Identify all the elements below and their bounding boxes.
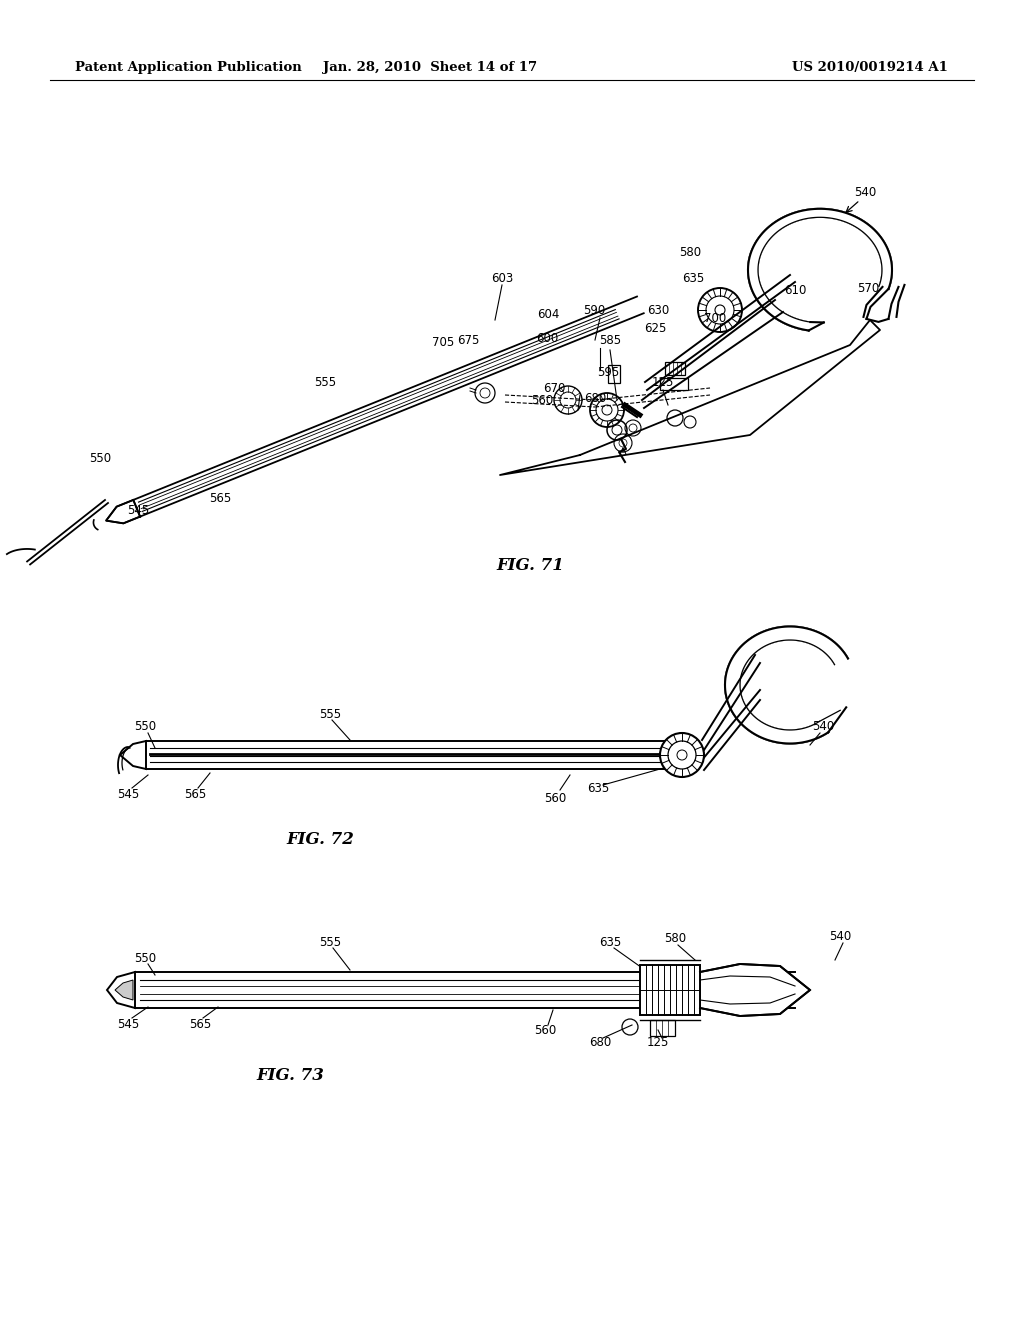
Bar	[660, 378, 688, 389]
Polygon shape	[748, 209, 892, 330]
Text: 560: 560	[530, 393, 553, 407]
Text: 125: 125	[652, 375, 674, 388]
Text: 570: 570	[857, 281, 880, 294]
Polygon shape	[500, 319, 880, 475]
Text: 675: 675	[457, 334, 479, 346]
Text: Jan. 28, 2010  Sheet 14 of 17: Jan. 28, 2010 Sheet 14 of 17	[323, 62, 537, 74]
Text: 550: 550	[89, 451, 111, 465]
Text: FIG. 71: FIG. 71	[496, 557, 564, 573]
Text: 545: 545	[117, 788, 139, 801]
Text: FIG. 72: FIG. 72	[286, 832, 354, 849]
Bar	[650, 1020, 675, 1036]
Text: 565: 565	[209, 491, 231, 504]
Circle shape	[660, 733, 705, 777]
Text: 635: 635	[587, 781, 609, 795]
Text: 540: 540	[854, 186, 877, 199]
Text: 680: 680	[584, 392, 606, 404]
Text: 555: 555	[318, 936, 341, 949]
Text: 700: 700	[703, 312, 726, 325]
Polygon shape	[106, 972, 135, 1008]
Polygon shape	[700, 964, 810, 1016]
Bar	[608, 366, 620, 383]
Text: 565: 565	[184, 788, 206, 801]
Text: 630: 630	[647, 304, 669, 317]
Polygon shape	[115, 979, 133, 1001]
Text: 610: 610	[783, 284, 806, 297]
Polygon shape	[120, 741, 146, 770]
Text: 545: 545	[117, 1019, 139, 1031]
Text: 595: 595	[597, 367, 620, 380]
Bar	[640, 965, 700, 1015]
Text: 545: 545	[127, 503, 150, 516]
Text: 555: 555	[318, 708, 341, 721]
Text: 540: 540	[828, 929, 851, 942]
Polygon shape	[106, 500, 140, 523]
Text: 635: 635	[682, 272, 705, 285]
Polygon shape	[725, 627, 848, 743]
Text: 555: 555	[314, 375, 336, 388]
Text: 560: 560	[534, 1023, 556, 1036]
Text: 125: 125	[647, 1035, 670, 1048]
Bar	[665, 362, 685, 375]
Text: 585: 585	[599, 334, 622, 346]
Text: 705: 705	[432, 335, 454, 348]
Text: 604: 604	[537, 309, 559, 322]
Text: 590: 590	[583, 304, 605, 317]
Text: 560: 560	[544, 792, 566, 804]
Text: 600: 600	[536, 331, 558, 345]
Text: 550: 550	[134, 952, 156, 965]
Text: 680: 680	[589, 1035, 611, 1048]
Text: 580: 580	[679, 246, 701, 259]
Text: 635: 635	[599, 936, 622, 949]
Text: 540: 540	[812, 719, 835, 733]
Text: 565: 565	[188, 1019, 211, 1031]
Text: Patent Application Publication: Patent Application Publication	[75, 62, 302, 74]
Text: 625: 625	[644, 322, 667, 334]
Text: 603: 603	[490, 272, 513, 285]
Text: 580: 580	[664, 932, 686, 945]
Text: FIG. 73: FIG. 73	[256, 1067, 324, 1084]
Text: 550: 550	[134, 719, 156, 733]
Text: US 2010/0019214 A1: US 2010/0019214 A1	[792, 62, 948, 74]
Text: 670: 670	[543, 381, 565, 395]
